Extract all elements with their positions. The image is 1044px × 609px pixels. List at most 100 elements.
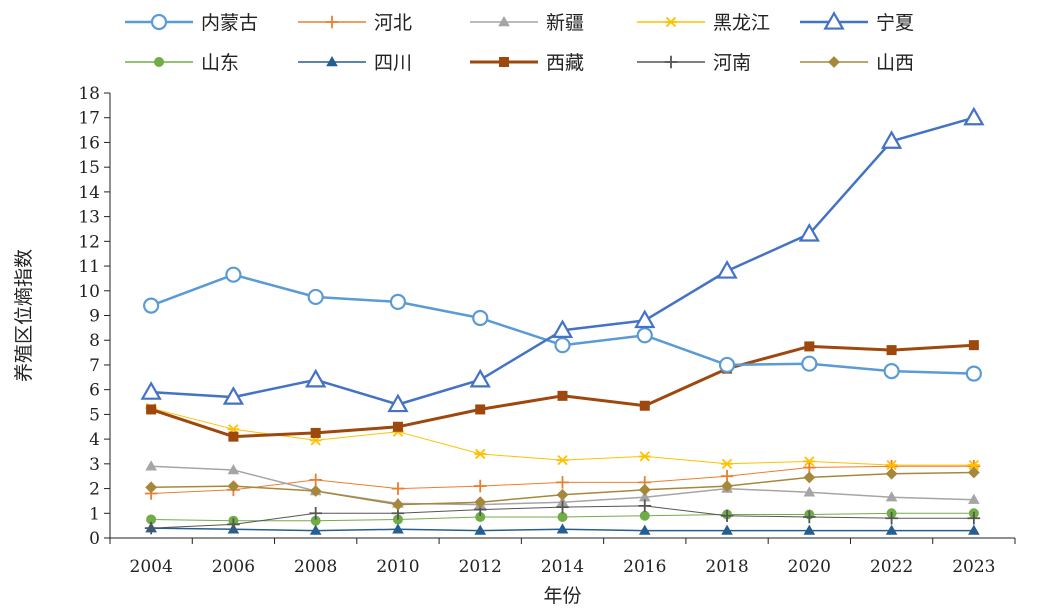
data-point (883, 363, 900, 380)
data-point (634, 309, 656, 329)
data-point (309, 506, 322, 520)
data-point (307, 288, 324, 306)
data-point (886, 345, 897, 356)
x-axis-ticks: 2004 2006 2008 2010 2012 2014 2016 2018 2020 2022… (109, 538, 1016, 577)
data-point (638, 499, 652, 513)
data-point (145, 460, 157, 471)
series-group (140, 106, 985, 413)
legend-marker (499, 57, 509, 67)
series-group (143, 266, 982, 382)
y-tick-label: 9 (89, 307, 100, 327)
data-point (392, 498, 404, 511)
x-tick-label: 2018 (705, 557, 748, 577)
data-point (885, 491, 898, 502)
x-axis-title: 年份 (543, 585, 581, 607)
data-point (309, 524, 322, 535)
legend-item: 内蒙古 (125, 12, 258, 34)
data-point (305, 368, 327, 388)
legend-label: 宁夏 (876, 12, 914, 34)
data-point (145, 481, 158, 494)
legend-item: 河南 (637, 52, 751, 74)
data-point (309, 473, 322, 487)
data-point (885, 467, 898, 480)
legend-marker (823, 11, 845, 30)
legend-item: 河北 (298, 12, 412, 34)
data-point (469, 368, 491, 388)
legend-label: 黑龙江 (713, 12, 770, 34)
legend-label: 山西 (876, 52, 914, 74)
data-point (638, 451, 651, 462)
series-group (145, 403, 980, 471)
data-point (391, 482, 405, 495)
legend-label: 河南 (713, 52, 751, 74)
data-point (880, 130, 903, 149)
series-line (150, 407, 974, 466)
y-tick-label: 12 (78, 232, 100, 252)
data-point (140, 381, 162, 400)
legend-item: 山东 (125, 52, 239, 74)
legend-item: 西藏 (470, 52, 584, 74)
data-point (638, 483, 651, 496)
data-point (968, 493, 980, 504)
data-point (146, 404, 157, 415)
data-point (801, 355, 818, 372)
data-point (556, 500, 569, 514)
x-tick-label: 2020 (788, 557, 831, 577)
data-point (473, 479, 487, 493)
data-point (554, 337, 571, 354)
data-point (639, 510, 650, 521)
data-point (803, 471, 816, 484)
data-point (639, 400, 650, 411)
y-tick-label: 18 (78, 84, 100, 104)
data-point (804, 341, 815, 352)
legend-marker (498, 16, 510, 27)
y-tick-label: 3 (89, 455, 100, 475)
data-point (803, 524, 816, 535)
data-point (556, 523, 569, 534)
data-point (557, 511, 568, 522)
data-point (475, 404, 486, 415)
data-point (389, 293, 407, 311)
legend-item: 山西 (800, 52, 914, 74)
legend-marker (150, 13, 168, 31)
data-point (227, 518, 240, 531)
data-point (636, 327, 653, 344)
data-point (721, 524, 733, 535)
data-point (557, 390, 568, 401)
data-point (885, 511, 898, 525)
data-point (227, 464, 240, 475)
data-point (721, 458, 733, 469)
data-point (310, 427, 321, 438)
series-group (145, 522, 980, 535)
y-tick-label: 1 (89, 504, 100, 524)
plot-area (140, 106, 985, 535)
legend-label: 西藏 (546, 52, 584, 74)
data-point (556, 476, 569, 489)
data-point (227, 480, 240, 492)
data-point (387, 393, 409, 413)
data-point (885, 524, 898, 535)
legend-marker (665, 16, 677, 28)
x-tick-label: 2004 (130, 557, 173, 577)
data-point (968, 340, 979, 351)
y-tick-label: 16 (78, 133, 100, 153)
data-point (968, 524, 980, 535)
data-point (885, 459, 898, 471)
x-tick-label: 2012 (459, 557, 502, 577)
x-tick-label: 2014 (541, 557, 584, 577)
data-point (963, 106, 985, 126)
data-point (798, 222, 820, 242)
data-point (222, 386, 245, 405)
data-point (556, 488, 569, 501)
data-point (803, 486, 816, 497)
x-tick-label: 2006 (212, 557, 255, 577)
y-tick-label: 4 (89, 430, 100, 450)
y-tick-label: 13 (78, 208, 100, 228)
legend-marker (828, 56, 840, 68)
y-tick-label: 10 (78, 282, 100, 302)
legend-marker (664, 55, 678, 69)
data-point (965, 365, 982, 382)
data-point (967, 511, 981, 525)
